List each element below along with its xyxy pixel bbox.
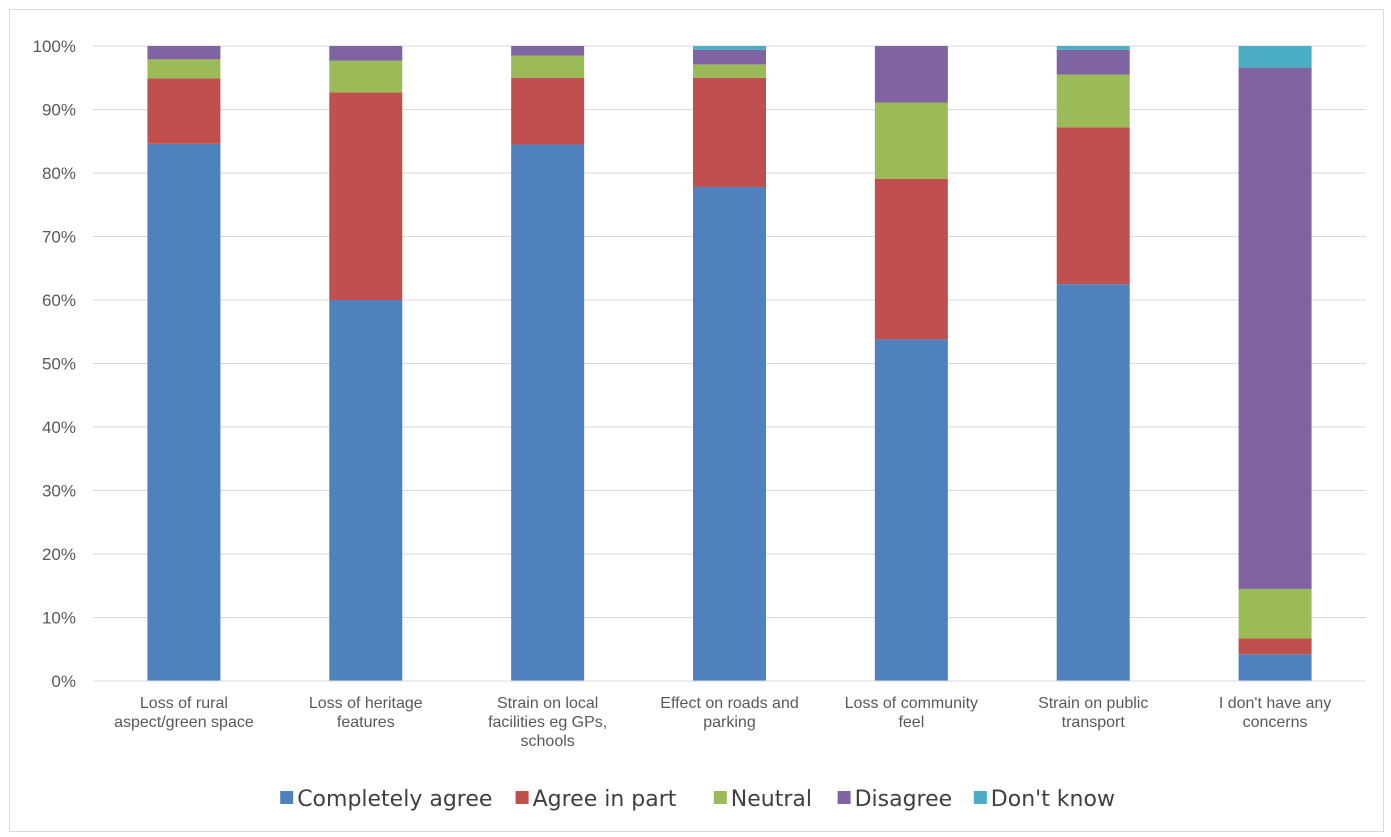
y-tick-label: 100% xyxy=(33,37,76,56)
category-label: I don't have any xyxy=(1219,695,1331,712)
category-label: Effect on roads and xyxy=(660,695,798,712)
category-label: feel xyxy=(898,714,924,731)
legend-swatch xyxy=(713,791,727,804)
bar-segment xyxy=(511,144,585,682)
bar-segment xyxy=(1056,46,1130,50)
bar-segment xyxy=(147,143,221,682)
y-tick-label: 60% xyxy=(42,291,76,310)
bar-segment xyxy=(329,46,403,61)
category-label: Loss of rural xyxy=(140,695,228,712)
y-tick-label: 80% xyxy=(42,164,76,183)
y-tick-label: 90% xyxy=(42,101,76,120)
legend-label: Completely agree xyxy=(297,787,492,812)
category-label: Strain on public xyxy=(1038,695,1148,712)
bar-segment xyxy=(329,92,403,300)
category-label: schools xyxy=(521,733,575,750)
bar-segment xyxy=(511,55,585,78)
category-label: features xyxy=(337,714,395,731)
bar-segment xyxy=(1238,67,1312,589)
legend-label: Neutral xyxy=(731,787,812,812)
bar-segment xyxy=(511,46,585,56)
bar-segment xyxy=(874,46,948,103)
legend-label: Agree in part xyxy=(533,787,677,812)
category-label: Strain on local xyxy=(497,695,598,712)
category-label: aspect/green space xyxy=(114,714,254,731)
legend-swatch xyxy=(280,791,294,804)
bar-segment xyxy=(693,77,766,187)
category-label: transport xyxy=(1062,714,1126,731)
category-label: parking xyxy=(703,714,755,731)
legend-label: Disagree xyxy=(855,787,953,812)
legend-swatch xyxy=(837,791,851,804)
bar-segment xyxy=(1056,284,1130,681)
bar-segment xyxy=(147,78,221,144)
category-label: Loss of heritage xyxy=(309,695,423,712)
bar-segment xyxy=(874,339,948,681)
category-label: Loss of community xyxy=(845,695,978,712)
bar-segment xyxy=(874,178,948,340)
legend-swatch xyxy=(515,791,529,804)
bar-segment xyxy=(1238,638,1312,655)
bar-segment xyxy=(1238,588,1312,639)
category-label: facilities eg GPs, xyxy=(488,714,607,731)
bar-segment xyxy=(1238,46,1312,68)
y-tick-label: 20% xyxy=(42,545,76,564)
bar-segment xyxy=(1238,654,1312,681)
bar-segment xyxy=(329,60,403,93)
legend-swatch xyxy=(973,791,987,804)
bar-segment xyxy=(511,77,585,145)
bar-segment xyxy=(874,102,948,179)
bar-segment xyxy=(693,186,766,681)
bar-segment xyxy=(1056,74,1130,128)
y-tick-label: 70% xyxy=(42,228,76,247)
bar-segment xyxy=(1056,127,1130,285)
legend-label: Don't know xyxy=(991,787,1115,812)
bar-segment xyxy=(147,59,221,79)
y-tick-label: 50% xyxy=(42,355,76,374)
y-tick-label: 10% xyxy=(42,609,76,628)
bar-segment xyxy=(693,49,766,65)
bar-segment xyxy=(1056,49,1130,75)
y-tick-label: 0% xyxy=(51,672,76,691)
bar-segment xyxy=(329,300,403,681)
bar-segment xyxy=(693,64,766,78)
y-tick-label: 40% xyxy=(42,418,76,437)
bar-segment xyxy=(147,46,221,60)
bar-segment xyxy=(693,46,766,50)
y-tick-label: 30% xyxy=(42,482,76,501)
category-label: concerns xyxy=(1243,714,1308,731)
